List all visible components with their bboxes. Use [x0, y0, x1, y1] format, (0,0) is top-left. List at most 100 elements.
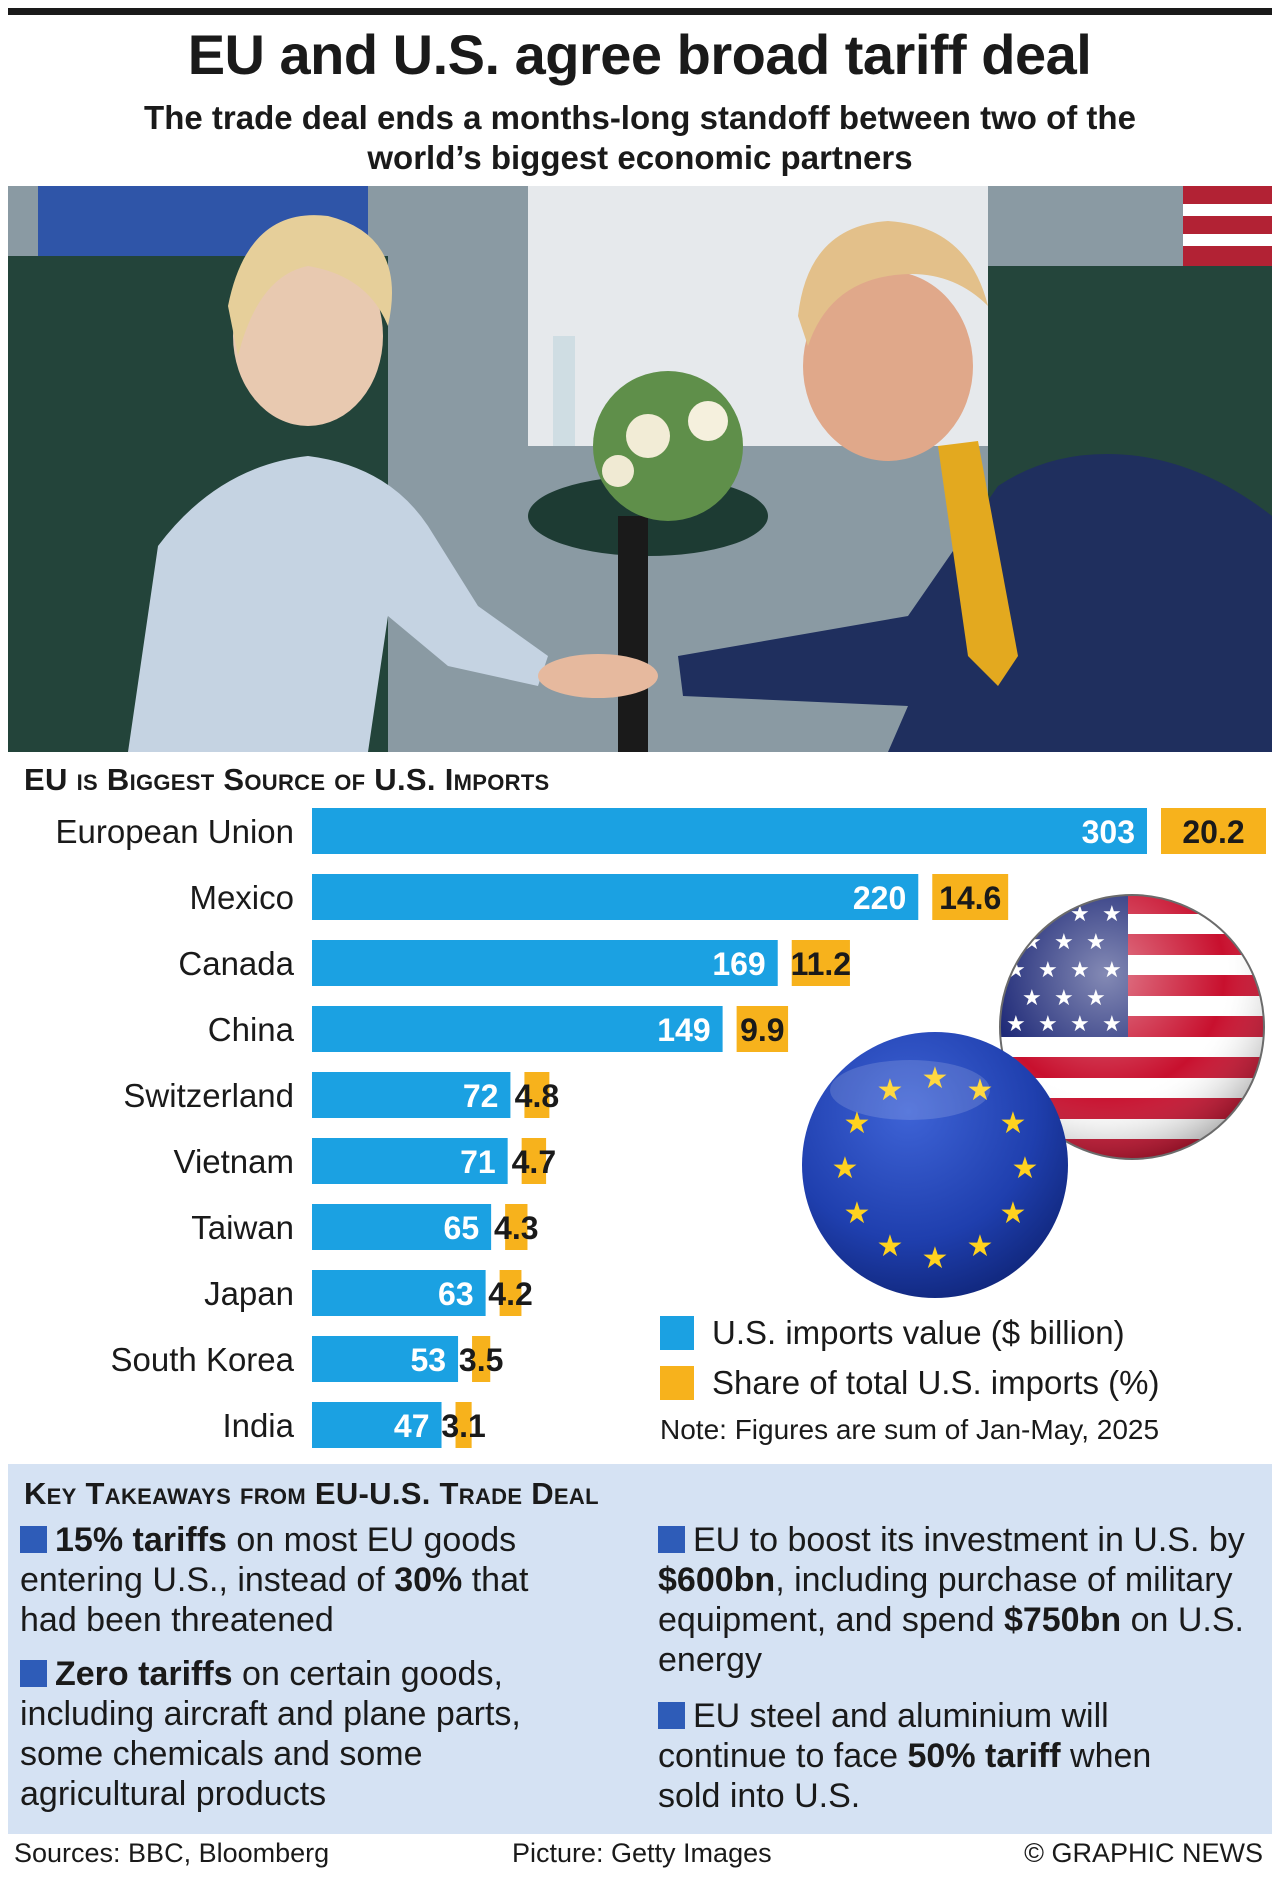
legend-label-imports: U.S. imports value ($ billion): [712, 1314, 1125, 1351]
svg-text:★: ★: [1000, 1196, 1027, 1231]
takeaway-emphasis: 50% tariff: [907, 1737, 1061, 1775]
imports-bar-chart: European Union 303 20.2 Mexico 220 14.6 Canada…: [55, 808, 1266, 1448]
share-bar: [524, 1072, 550, 1118]
svg-text:★: ★: [1000, 1106, 1027, 1141]
share-value-label: 4.2: [488, 1276, 532, 1312]
bullet-square-icon: [20, 1660, 47, 1687]
share-bar: [505, 1204, 528, 1250]
imports-value-label: 149: [657, 1012, 710, 1048]
category-label: China: [208, 1011, 295, 1048]
category-label: Japan: [204, 1275, 294, 1312]
share-value-label: 3.1: [441, 1408, 485, 1444]
svg-text:★: ★: [844, 1106, 871, 1141]
chart-legend: U.S. imports value ($ billion) Share of …: [660, 1308, 1159, 1408]
imports-bar: [312, 1006, 723, 1052]
imports-bar: [312, 874, 919, 920]
top-rule: [8, 8, 1272, 15]
category-label: Mexico: [189, 879, 294, 916]
imports-value-label: 47: [394, 1408, 430, 1444]
svg-text:★: ★: [844, 1196, 871, 1231]
share-value-label: 9.9: [740, 1012, 784, 1048]
takeaway-text: EU steel and aluminium will continue to …: [658, 1697, 1109, 1775]
footer-copyright: © GRAPHIC NEWS: [1024, 1838, 1263, 1868]
imports-bar: [312, 1072, 511, 1118]
svg-text:★: ★: [877, 1229, 904, 1264]
imports-value-label: 53: [410, 1342, 446, 1378]
legend-item-imports: U.S. imports value ($ billion): [660, 1308, 1159, 1358]
takeaway-item: 15% tariffs on most EU goods entering U.…: [20, 1520, 580, 1640]
category-label: Vietnam: [174, 1143, 294, 1180]
footer-picture-credit: Picture: Getty Images: [512, 1838, 772, 1868]
bullet-square-icon: [658, 1526, 685, 1553]
imports-value-label: 303: [1082, 814, 1135, 850]
takeaway-emphasis: 15% tariffs: [55, 1521, 227, 1559]
takeaway-text: on certain goods, including aircraft and…: [20, 1655, 521, 1813]
takeaway-text: when sold into U.S.: [658, 1737, 1152, 1815]
share-value-label: 4.3: [494, 1210, 538, 1246]
takeaway-text: EU to boost its investment in U.S. by: [693, 1521, 1245, 1559]
imports-bar: [312, 940, 778, 986]
category-label: India: [222, 1407, 294, 1444]
svg-text:★: ★: [922, 1241, 949, 1276]
imports-value-label: 63: [438, 1276, 474, 1312]
share-value-label: 3.5: [459, 1342, 503, 1378]
imports-value-label: 65: [444, 1210, 480, 1246]
photo-handshake: [8, 186, 1272, 752]
share-bar: [455, 1402, 472, 1448]
takeaway-text: that had been threatened: [20, 1561, 529, 1639]
svg-text:★: ★: [877, 1073, 904, 1108]
share-value-label: 11.2: [791, 946, 852, 982]
svg-text:★: ★: [967, 1073, 994, 1108]
takeaway-emphasis: 30%: [394, 1561, 463, 1599]
share-bar: [499, 1270, 522, 1316]
imports-bar: [312, 1270, 486, 1316]
svg-text:★: ★: [967, 1229, 994, 1264]
takeaway-item: EU steel and aluminium will continue to …: [658, 1696, 1218, 1816]
chart-title: EU is Biggest Source of U.S. Imports: [24, 762, 550, 797]
share-value-label: 4.7: [512, 1144, 556, 1180]
share-value-label: 20.2: [1182, 814, 1244, 850]
svg-text:★: ★: [922, 1061, 949, 1096]
bullet-square-icon: [658, 1702, 685, 1729]
takeaway-item: EU to boost its investment in U.S. by $6…: [658, 1520, 1258, 1680]
category-label: Taiwan: [191, 1209, 294, 1246]
takeaway-emphasis: $600bn: [658, 1561, 776, 1599]
share-bar: [1161, 808, 1266, 854]
imports-bar: [312, 1402, 442, 1448]
takeaway-text: on most EU goods entering U.S., instead …: [20, 1521, 517, 1599]
takeaway-emphasis: Zero tariffs: [55, 1655, 233, 1693]
imports-value-label: 71: [460, 1144, 496, 1180]
footer-sources: Sources: BBC, Bloomberg: [14, 1838, 330, 1868]
svg-text:★: ★: [1012, 1151, 1039, 1186]
share-bar: [521, 1138, 547, 1184]
share-bar: [932, 874, 1009, 920]
category-label: Canada: [178, 945, 294, 982]
takeaways-panel: Key Takeaways from EU-U.S. Trade Deal 15…: [8, 1464, 1272, 1834]
takeaway-item: Zero tariffs on certain goods, including…: [20, 1654, 580, 1814]
bullet-square-icon: [20, 1526, 47, 1553]
chart-note: Note: Figures are sum of Jan-May, 2025: [660, 1414, 1160, 1445]
eu-flag-badge-icon: ★ ★ ★ ★ ★ ★ ★ ★ ★ ★ ★ ★: [800, 1030, 1070, 1300]
share-bar: [791, 940, 850, 986]
share-value-label: 14.6: [939, 880, 1001, 916]
imports-value-label: 72: [463, 1078, 499, 1114]
svg-text:★: ★: [832, 1151, 859, 1186]
category-label: South Korea: [111, 1341, 295, 1378]
imports-bar: [312, 1138, 508, 1184]
imports-value-label: 220: [853, 880, 906, 916]
category-label: European Union: [55, 813, 294, 850]
takeaway-text: on U.S. energy: [658, 1601, 1244, 1679]
legend-swatch-share: [660, 1366, 694, 1400]
legend-swatch-imports: [660, 1316, 694, 1350]
share-value-label: 4.8: [515, 1078, 559, 1114]
imports-bar: [312, 808, 1147, 854]
imports-value-label: 169: [712, 946, 765, 982]
takeaway-emphasis: $750bn: [1003, 1601, 1122, 1639]
page-subtitle: The trade deal ends a months-long stando…: [144, 99, 1136, 176]
legend-item-share: Share of total U.S. imports (%): [660, 1358, 1159, 1408]
page-title: EU and U.S. agree broad tariff deal: [187, 23, 1092, 86]
imports-bar: [312, 1336, 459, 1382]
legend-label-share: Share of total U.S. imports (%): [712, 1364, 1160, 1401]
share-bar: [472, 1336, 491, 1382]
share-bar: [736, 1006, 789, 1052]
